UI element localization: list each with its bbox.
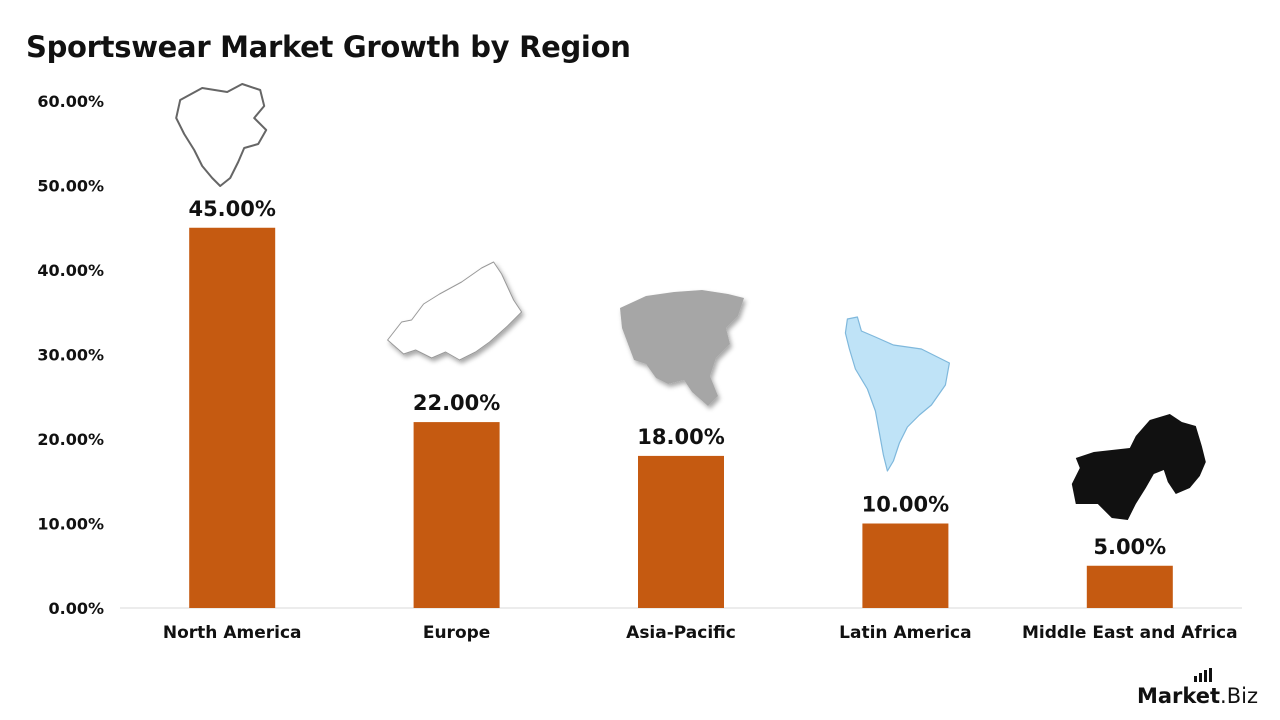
data-label: 5.00% [1093,535,1166,559]
bar [638,455,724,608]
north-america-map-icon [175,83,268,187]
x-tick-label: Asia-Pacific [626,623,736,643]
middle-east-africa-map-icon [1071,414,1206,520]
data-label: 18.00% [637,425,724,449]
brand-name-suffix: .Biz [1220,684,1258,708]
y-tick-label: 10.00% [37,515,104,534]
y-tick-label: 20.00% [37,430,104,449]
y-tick-label: 60.00% [37,92,104,111]
x-tick-label: Middle East and Africa [1022,623,1238,643]
data-label: 45.00% [188,197,275,221]
bar [413,422,500,608]
south-america-map-icon [844,316,951,472]
data-label: 10.00% [862,493,949,517]
y-tick-label: 30.00% [37,346,104,365]
x-tick-label: Latin America [839,623,971,643]
bar [189,227,276,608]
brand-name-bold: Market [1136,684,1221,708]
asia-map-icon [620,290,744,406]
x-tick-label: North America [163,623,302,643]
bar [1086,565,1173,608]
data-label: 22.00% [413,391,500,415]
y-tick-label: 0.00% [48,599,104,618]
bar-graph-icon [1194,668,1212,682]
bar [862,523,949,608]
chart-title: Sportswear Market Growth by Region [26,30,631,64]
brand-logo: Market.Biz [1136,668,1258,708]
y-tick-label: 50.00% [37,177,104,196]
y-tick-label: 40.00% [37,261,104,280]
x-tick-label: Europe [423,623,490,643]
europe-map-icon [387,261,523,361]
